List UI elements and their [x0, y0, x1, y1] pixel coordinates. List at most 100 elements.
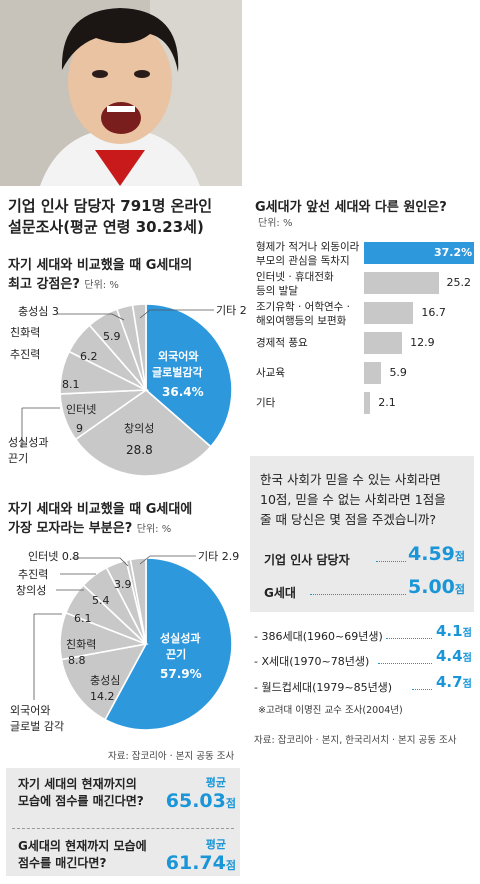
value-loyalty-w: 14.2: [90, 690, 115, 703]
causes-unit: 단위: %: [258, 218, 293, 229]
g-score-number: 61.74: [165, 852, 226, 874]
weaknesses-pie-slices: [59, 557, 233, 731]
trust-question-1: 한국 사회가 믿을 수 있는 사회라면: [260, 472, 441, 487]
g-score-question-1: G세대의 현재까지 모습에: [18, 839, 147, 853]
cause-bar-5: [364, 392, 371, 414]
pie-slice-7: [129, 557, 147, 645]
cause-label-line-1: 경제적 풍요: [256, 337, 308, 349]
cause-label-line-2: 부모의 관심을 독차지: [256, 255, 350, 267]
value-foreign-w: 6.1: [74, 612, 92, 625]
cause-label-line-1: 기타: [256, 397, 276, 409]
label-foreign-1: 외국어와: [158, 349, 198, 363]
cause-value-5: 2.1: [378, 396, 396, 409]
trust-row-g-unit: 점: [454, 583, 466, 596]
causes-title: G세대가 앞선 세대와 다른 원인은?: [255, 200, 447, 215]
trust-row-g-number: 5.00: [408, 576, 455, 598]
strengths-title-line-1: 자기 세대와 비교했을 때 G세대의: [8, 258, 193, 273]
portrait-illustration: [0, 0, 242, 186]
cause-label-3: 경제적 풍요: [256, 336, 308, 350]
left-source: 자료: 잡코리아 · 본지 공동 조사: [108, 751, 235, 762]
cause-value-3: 12.9: [410, 336, 435, 349]
label-affinity: 친화력: [10, 326, 40, 339]
gen-worldcup-label: - 월드컵세대(1979~85년생): [254, 681, 393, 694]
cause-bar-4: [364, 362, 382, 384]
trust-score-panel: [250, 456, 474, 612]
cause-label-line-1: 조기유학 · 어학연수 ·: [256, 301, 350, 313]
cause-label-line-1: 형제가 적거나 외동이라: [256, 241, 360, 253]
leader-loyalty: [56, 313, 125, 321]
label-sincere-1: 성실성과: [8, 436, 48, 449]
cause-label-5: 기타: [256, 396, 275, 410]
cause-bar-0: [364, 242, 474, 264]
cause-value-2: 16.7: [421, 306, 446, 319]
cause-label-line-2: 해외여행등의 보편화: [256, 315, 347, 327]
strengths-title: 자기 세대와 비교했을 때 G세대의 최고 강점은? 단위: %: [8, 256, 246, 295]
cause-label-4: 사교육: [256, 366, 285, 380]
strengths-pie-slices: [59, 303, 233, 477]
gen-386-label: - 386세대(1960~69년생): [254, 630, 383, 643]
label-sincere-w-1: 성실성과: [160, 631, 200, 645]
headline-line-2: 설문조사(평균 연령 30.23세): [8, 218, 204, 236]
pie-slice-0: [145, 303, 233, 448]
trust-row-g-leader: [310, 594, 406, 595]
gen-386-unit: 점: [462, 628, 472, 639]
label-sincere-w-2: 끈기: [166, 647, 186, 661]
label-creative: 창의성: [124, 422, 154, 435]
gen-386-leader: [386, 638, 432, 639]
value-foreign: 36.4%: [162, 385, 204, 399]
self-score-question-2: 모습에 점수를 매긴다면?: [18, 794, 144, 808]
pie-slice-1: [60, 642, 148, 721]
value-internet: 9: [76, 422, 83, 435]
pie-slice-1: [74, 388, 212, 477]
score-divider: [12, 828, 234, 829]
trust-row-hr-number: 4.59: [408, 543, 455, 565]
gen-x-number: 4.4: [436, 647, 463, 665]
self-score-avg-label: 평균: [205, 776, 226, 789]
label-loyalty: 충성심 3: [18, 305, 59, 318]
label-internet-w: 인터넷 0.8: [28, 550, 79, 563]
value-drive: 6.2: [80, 350, 98, 363]
value-affinity-w: 8.8: [68, 654, 86, 667]
g-score-value: 61.74점: [164, 852, 236, 874]
weaknesses-title-line-2: 가장 모자라는 부분은?: [8, 521, 133, 536]
trust-question: 한국 사회가 믿을 수 있는 사회라면 10점, 믿을 수 없는 사회라면 1점…: [260, 470, 470, 530]
label-foreign-w-1: 외국어와: [10, 704, 50, 717]
leader-internet: [72, 557, 129, 567]
gen-worldcup-number: 4.7: [436, 673, 463, 691]
g-score-avg-label: 평균: [205, 838, 226, 851]
cause-bar-2: [364, 302, 414, 324]
label-sincere-2: 끈기: [8, 452, 28, 465]
value-drive-w: 3.9: [114, 578, 132, 591]
strengths-unit: 단위: %: [84, 280, 119, 291]
pie-slice-7: [131, 303, 147, 391]
trust-row-hr-leader: [376, 561, 406, 562]
weaknesses-pie-chart: 인터넷 0.8 기타 2.9 추진력 3.9 창의성 5.4 6.1 친화력 8…: [10, 550, 239, 733]
leader-foreign: [33, 613, 62, 700]
self-score-question: 자기 세대의 현재까지의 모습에 점수를 매긴다면?: [18, 776, 178, 810]
trust-row-hr-value: 4.59점: [408, 543, 465, 565]
trust-question-3: 줄 때 당신은 몇 점을 주겠습니까?: [260, 512, 437, 527]
cause-bar-3: [364, 332, 403, 354]
cause-value-0: 37.2%: [434, 246, 473, 259]
g-score-question-2: 점수를 매긴다면?: [18, 856, 107, 870]
weaknesses-title-line-1: 자기 세대와 비교했을 때 G세대에: [8, 502, 193, 517]
self-score-question-1: 자기 세대의 현재까지의: [18, 777, 137, 791]
trust-note: ※고려대 이명진 교수 조사(2004년): [258, 705, 403, 716]
gen-worldcup-leader: [412, 689, 432, 690]
label-affinity-w: 친화력: [66, 638, 96, 651]
label-internet: 인터넷: [66, 403, 96, 416]
gen-386-value: 4.1점: [436, 622, 472, 640]
label-etc-w: 기타 2.9: [198, 550, 239, 563]
label-loyalty-w: 충성심: [90, 674, 120, 687]
label-creative-w: 창의성: [16, 584, 46, 597]
right-source: 자료: 잡코리아 · 본지, 한국리서치 · 본지 공동 조사: [254, 735, 457, 746]
strengths-title-line-2: 최고 강점은?: [8, 277, 80, 292]
self-score-number: 65.03: [165, 790, 226, 812]
self-score-unit: 점: [225, 797, 236, 810]
trust-row-hr-label: 기업 인사 담당자: [264, 553, 350, 567]
cause-label-line-1: 인터넷 · 휴대전화: [256, 271, 334, 283]
leader-etc: [139, 309, 214, 319]
cause-label-line-2: 등의 발달: [256, 285, 298, 297]
